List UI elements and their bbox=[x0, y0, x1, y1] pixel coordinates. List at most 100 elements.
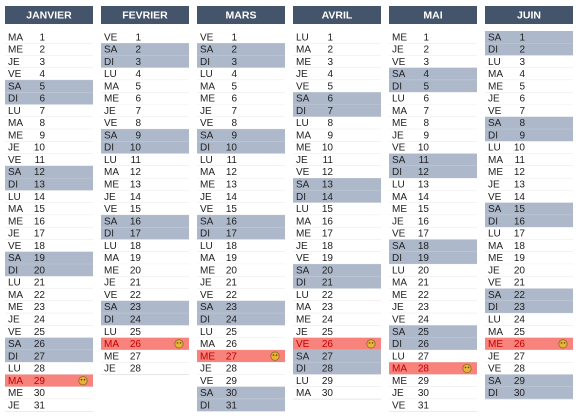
weekday: ME bbox=[488, 253, 503, 264]
day-row bbox=[101, 337, 189, 351]
day-number: 27 bbox=[514, 351, 526, 362]
weekday: DI bbox=[200, 229, 210, 240]
day-row bbox=[197, 227, 285, 240]
day-number: 3 bbox=[39, 57, 45, 68]
weekday: VE bbox=[200, 376, 214, 387]
day-number: 26 bbox=[418, 339, 430, 350]
day-row bbox=[197, 141, 285, 154]
day-number: 22 bbox=[226, 290, 238, 301]
day-row bbox=[5, 31, 93, 44]
day-row bbox=[389, 215, 477, 228]
day-row bbox=[197, 116, 285, 130]
day-number: 21 bbox=[322, 278, 334, 289]
day-number: 20 bbox=[514, 265, 526, 276]
weekday: LU bbox=[8, 278, 21, 289]
weekday: JE bbox=[8, 314, 20, 325]
weekday: JE bbox=[488, 265, 500, 276]
day-row bbox=[5, 227, 93, 240]
day-row bbox=[485, 362, 573, 375]
day-row bbox=[5, 288, 93, 301]
day-number: 6 bbox=[423, 94, 429, 105]
event-icon-dot bbox=[80, 378, 83, 381]
day-number: 9 bbox=[231, 130, 237, 141]
day-row bbox=[485, 67, 573, 81]
day-number: 27 bbox=[226, 351, 238, 362]
month-name: MARS bbox=[226, 9, 257, 21]
day-number: 18 bbox=[418, 241, 430, 252]
weekday: MA bbox=[296, 302, 311, 313]
day-row bbox=[5, 55, 93, 68]
weekday: DI bbox=[296, 278, 306, 289]
weekday: LU bbox=[296, 32, 309, 43]
day-row bbox=[485, 129, 573, 142]
weekday: LU bbox=[104, 241, 117, 252]
day-number: 14 bbox=[130, 192, 142, 203]
day-row bbox=[293, 190, 381, 203]
day-row bbox=[485, 227, 573, 240]
day-row bbox=[5, 264, 93, 277]
weekday: ME bbox=[8, 388, 23, 399]
day-number: 4 bbox=[135, 69, 141, 80]
weekday: SA bbox=[200, 302, 214, 313]
weekday: MA bbox=[200, 253, 215, 264]
day-number: 10 bbox=[514, 143, 526, 154]
day-row bbox=[293, 116, 381, 130]
weekday: LU bbox=[8, 192, 21, 203]
day-number: 11 bbox=[131, 155, 142, 166]
day-row bbox=[5, 190, 93, 203]
weekday: ME bbox=[488, 81, 503, 92]
day-row bbox=[293, 129, 381, 142]
day-number: 1 bbox=[135, 32, 141, 43]
day-number: 28 bbox=[130, 364, 142, 375]
weekday: LU bbox=[200, 155, 213, 166]
day-row bbox=[101, 202, 189, 216]
weekday: LU bbox=[296, 376, 309, 387]
day-row bbox=[389, 325, 477, 338]
day-row bbox=[389, 276, 477, 289]
day-number: 24 bbox=[418, 314, 430, 325]
weekday: JE bbox=[104, 278, 116, 289]
weekday: MA bbox=[296, 130, 311, 141]
day-number: 9 bbox=[327, 130, 333, 141]
weekday: DI bbox=[296, 364, 306, 375]
day-number: 25 bbox=[322, 327, 334, 338]
day-number: 11 bbox=[35, 155, 46, 166]
day-row bbox=[485, 264, 573, 277]
weekday: SA bbox=[104, 130, 118, 141]
day-number: 21 bbox=[514, 278, 526, 289]
day-row bbox=[293, 386, 381, 400]
day-number: 29 bbox=[34, 376, 46, 387]
day-row bbox=[101, 153, 189, 166]
weekday: JE bbox=[488, 180, 500, 191]
weekday: DI bbox=[488, 130, 498, 141]
day-row bbox=[485, 386, 573, 400]
event-icon-dot bbox=[368, 342, 371, 344]
day-row bbox=[293, 337, 381, 351]
day-row bbox=[485, 239, 573, 252]
day-number: 15 bbox=[130, 204, 142, 215]
weekday: DI bbox=[488, 388, 498, 399]
day-row bbox=[197, 386, 285, 400]
day-row bbox=[485, 325, 573, 338]
day-row bbox=[389, 399, 477, 412]
weekday: SA bbox=[200, 45, 214, 56]
weekday: JE bbox=[296, 155, 308, 166]
day-row bbox=[293, 141, 381, 154]
weekday: MA bbox=[200, 339, 215, 350]
day-number: 20 bbox=[322, 265, 334, 276]
weekday: DI bbox=[392, 167, 402, 178]
day-number: 16 bbox=[514, 216, 526, 227]
weekday: VE bbox=[296, 253, 310, 264]
day-number: 13 bbox=[226, 180, 238, 191]
weekday: LU bbox=[488, 57, 501, 68]
day-row bbox=[389, 55, 477, 68]
day-row bbox=[101, 288, 189, 301]
weekday: MA bbox=[488, 69, 503, 80]
day-number: 26 bbox=[226, 339, 238, 350]
weekday: DI bbox=[392, 81, 402, 92]
weekday: MA bbox=[488, 155, 503, 166]
day-row bbox=[485, 300, 573, 314]
day-number: 16 bbox=[322, 216, 334, 227]
day-number: 22 bbox=[130, 290, 142, 301]
day-row bbox=[197, 67, 285, 81]
